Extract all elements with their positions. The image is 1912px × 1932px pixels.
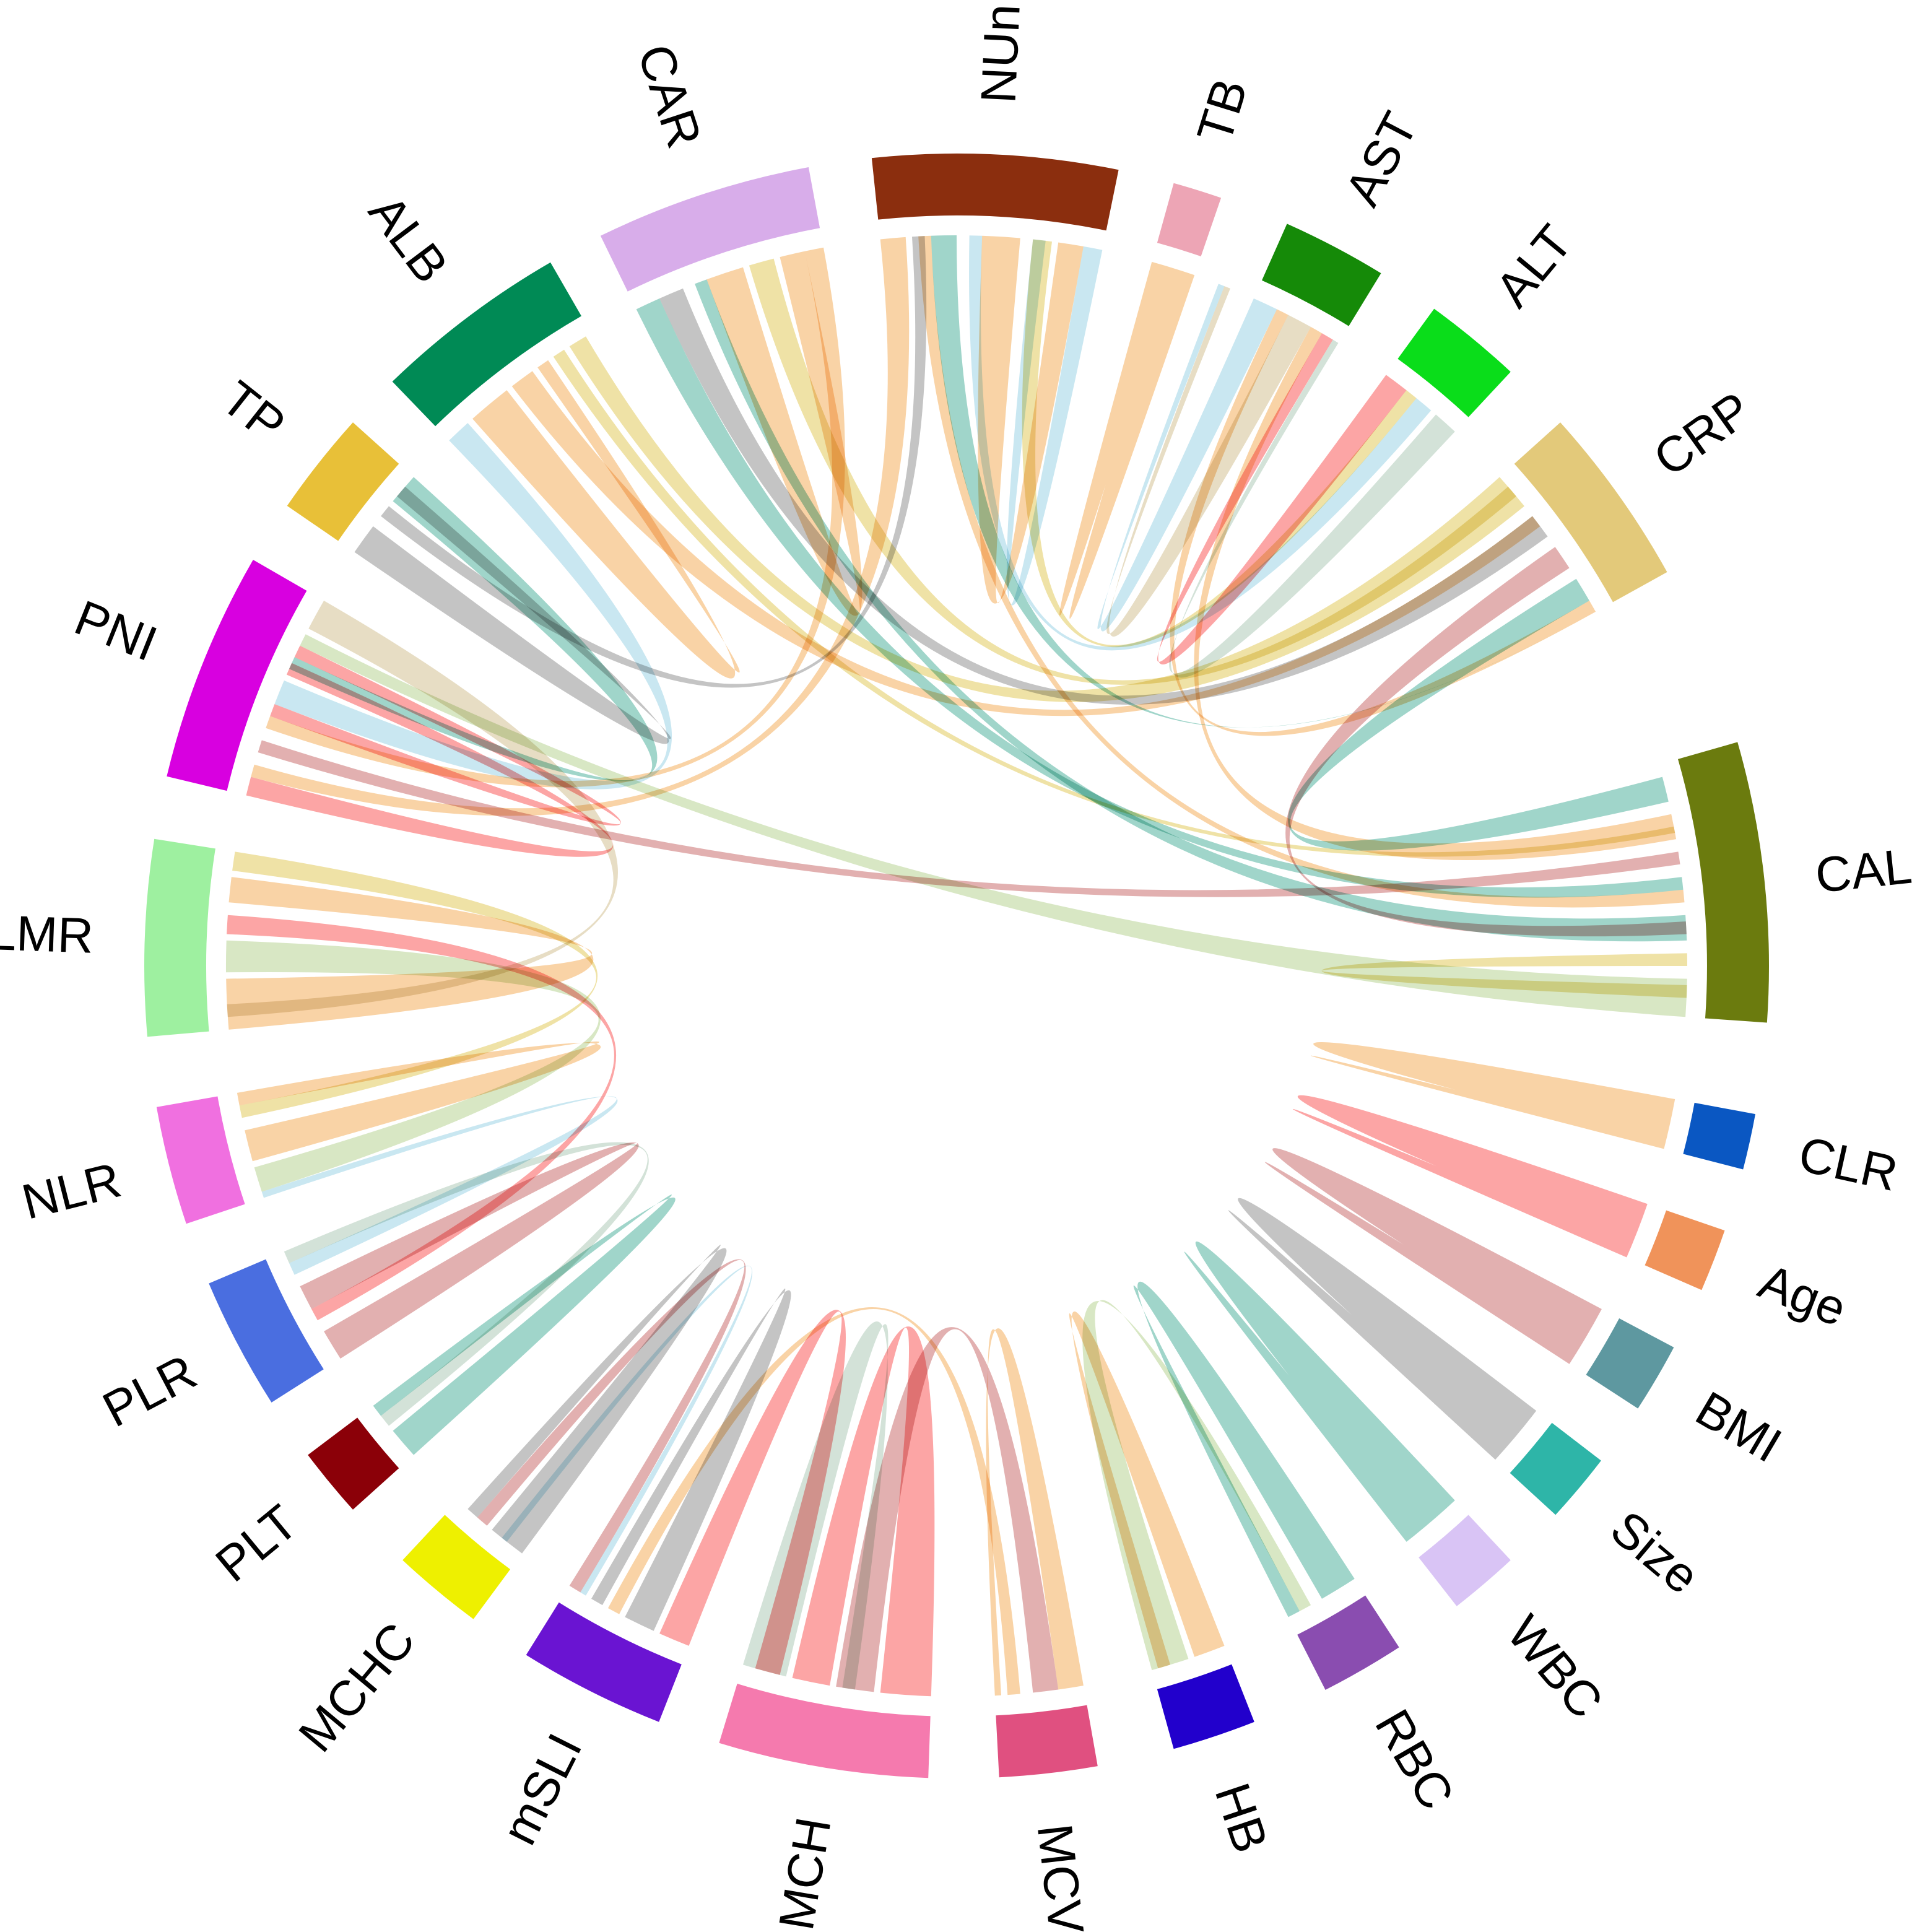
chord-sectors [144,153,1769,1778]
link-nlr-to-nlr-45 [237,1041,601,1162]
link-cally-to-pni-6 [300,634,1687,1017]
sector-label-clr: CLR [1794,1126,1903,1201]
link-plt-to-plt-49 [373,1194,676,1455]
sector-label-size: Size [1601,1500,1710,1604]
sector-label-nun: NUn [970,3,1030,105]
sector-pni [167,560,307,791]
link-pni-to-pni-38 [246,663,614,857]
link-mch-to-mch-58 [743,1321,889,1690]
link-nun-to-nun-27 [1006,239,1103,606]
link-ast-to-ast-20 [1097,284,1277,632]
link-mchc-to-msli-51 [477,1259,746,1593]
link-ast-to-ast-21 [1106,286,1311,637]
link-cally-to-pni-7 [258,740,1680,897]
link-crp-to-car-14 [659,288,1548,705]
sector-label-crp: CRP [1644,381,1761,487]
sector-car [600,167,820,292]
sector-plr [209,1259,324,1403]
link-clr-to-clr-0 [1310,1042,1675,1149]
sector-label-lmr: LMR [0,905,94,964]
sector-lmr [144,838,215,1037]
sector-hb [1157,1664,1254,1749]
sector-label-pni: PNI [67,590,165,671]
link-alb-to-alb-33 [472,360,740,679]
sector-label-msli: mSLI [491,1725,593,1853]
sector-tp [287,422,399,541]
link-size-to-size-3 [1228,1198,1537,1460]
sector-cally [1678,742,1769,1023]
sector-bmi [1586,1318,1674,1409]
chord-links [225,235,1687,1697]
sector-tb [1157,183,1222,256]
sector-label-ast: AST [1334,103,1428,214]
sector-label-alb: ALB [358,185,459,292]
sector-rbc [1297,1595,1399,1690]
sector-label-tb: TB [1186,72,1258,149]
link-nun-to-nun-25 [978,235,1084,604]
sector-nun [871,153,1119,231]
link-plr-to-plr-47 [300,1142,639,1359]
sector-label-cally: CALLY [1813,832,1912,903]
sector-clr [1683,1102,1755,1170]
sector-label-car: CAR [627,38,712,154]
link-pni-to-pni-40 [270,645,621,826]
sector-nlr [156,1096,245,1224]
link-lmr-to-nlr-44 [232,851,598,1118]
sector-label-alt: ALT [1485,215,1583,317]
sector-age [1645,1210,1725,1290]
link-hb-to-rbc-61 [1082,1300,1311,1671]
link-mch-to-mcv-57 [836,1327,1059,1693]
sector-label-hb: HB [1204,1777,1279,1860]
sector-size [1510,1422,1601,1515]
link-lmr-to-lmr-41 [226,877,594,1030]
link-lmr-to-nlr-42 [225,940,601,1192]
sector-alb [392,262,581,427]
sector-label-rbc: RBC [1365,1700,1465,1819]
link-mch-to-mch-56 [792,1326,935,1697]
sector-label-mchc: MCHC [288,1612,425,1762]
sector-crp [1514,422,1667,603]
link-age-to-age-1 [1292,1095,1648,1258]
sector-label-wbc: WBC [1497,1605,1614,1729]
link-bmi-to-bmi-2 [1264,1148,1602,1364]
link-crp-to-alb-13 [569,336,1525,702]
sector-label-plt: PLT [206,1494,308,1592]
link-rbc-to-rbc-62 [1133,1281,1355,1617]
sector-label-bmi: BMI [1687,1381,1791,1473]
sector-label-plr: PLR [94,1344,205,1437]
sector-alt [1397,308,1511,417]
sector-msli [526,1602,682,1722]
sector-label-tp: TP [212,370,295,453]
sector-mchc [402,1515,511,1619]
link-cally-to-cally-12 [1321,953,1687,998]
sector-label-nlr: NLR [17,1152,126,1230]
sector-plt [308,1417,399,1510]
sector-label-age: Age [1752,1253,1854,1337]
link-wbc-to-wbc-4 [1184,1241,1455,1542]
sector-mch [719,1684,931,1778]
link-mcv-to-mcv-59 [986,1328,1084,1696]
link-pni-to-lmr-39 [227,601,618,1017]
sector-label-mcv: MCV [1027,1821,1095,1932]
sector-label-mch: MCH [768,1814,841,1932]
sector-ast [1262,224,1381,326]
link-tb-to-tb-5 [1059,261,1195,619]
sector-wbc [1419,1515,1511,1606]
sector-mcv [996,1705,1098,1778]
